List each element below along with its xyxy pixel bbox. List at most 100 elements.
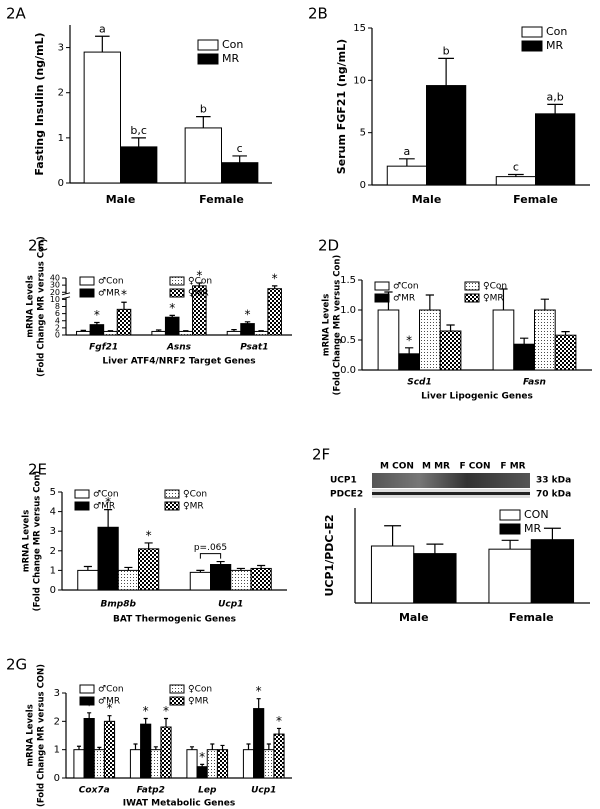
bar	[413, 553, 457, 604]
error-bar	[266, 743, 271, 750]
legend-label: ♂Con	[98, 685, 124, 695]
bar	[242, 749, 255, 779]
legend-swatch	[79, 276, 95, 286]
bar-annotation: b	[200, 103, 207, 116]
bar	[178, 330, 194, 336]
error-bar	[143, 717, 148, 725]
bar-annotation: c	[237, 142, 243, 155]
panel-label: 2B	[308, 5, 328, 23]
bar	[535, 113, 576, 186]
blot-band-ucp1	[372, 473, 530, 488]
legend-label: CON	[524, 508, 549, 521]
x-axis-label: BAT Thermogenic Genes	[113, 615, 236, 625]
legend-swatch	[164, 489, 180, 499]
bar	[83, 51, 121, 184]
bar	[386, 165, 428, 186]
error-bar	[121, 301, 127, 310]
western-blot: M CON M MR F CON F MR UCP1 PDCE2 33 kDa …	[330, 462, 571, 500]
legend-swatch	[79, 696, 95, 706]
error-bar	[561, 331, 570, 336]
panel-label: 2E	[28, 461, 47, 479]
legend-label: ♀MR	[188, 697, 209, 707]
y-tick-label: 2	[58, 88, 64, 99]
x-tick-label: Ucp1	[218, 600, 243, 610]
y-tick-label: 10	[50, 295, 60, 304]
x-tick-label: Fatp2	[137, 786, 165, 796]
legend-label: MR	[524, 522, 541, 535]
legend-swatch	[197, 53, 219, 65]
bar	[189, 571, 211, 591]
legend-label: ♀Con	[483, 282, 507, 292]
y-tick-label: 20	[50, 288, 60, 297]
y-tick-label: 2	[54, 716, 60, 727]
bar	[530, 539, 575, 604]
y-tick-label: 1	[50, 565, 56, 576]
bar-annotation: *	[105, 495, 111, 509]
x-tick-label: Cox7a	[79, 786, 110, 796]
bar	[186, 749, 198, 779]
bar	[117, 569, 139, 591]
bar-annotation: a	[404, 145, 411, 158]
bar	[273, 733, 285, 779]
bar	[267, 288, 282, 336]
y-tick-label: 2	[50, 546, 56, 557]
bar	[196, 766, 208, 779]
legend-swatch	[464, 281, 480, 291]
bar	[534, 309, 556, 371]
error-bar	[384, 525, 402, 546]
bar-annotation: *	[196, 268, 202, 282]
x-tick-label: Male	[399, 611, 429, 624]
legend-swatch	[464, 293, 480, 303]
error-bar	[131, 137, 146, 147]
lane-label: F MR	[500, 462, 525, 472]
legend-label: MR	[222, 52, 239, 65]
legend-label: ♀MR	[188, 289, 209, 299]
x-tick-label: Bmp8b	[101, 600, 137, 610]
bar	[253, 330, 269, 336]
error-bar	[196, 116, 211, 128]
bar	[488, 548, 532, 604]
x-tick-label: Female	[509, 611, 554, 624]
y-tick-label: 6	[55, 309, 60, 318]
panel-label: 2D	[318, 237, 339, 255]
x-tick-label: Asns	[166, 343, 192, 353]
bar	[151, 330, 166, 336]
lane-label: M MR	[422, 462, 450, 472]
bar	[221, 162, 259, 184]
y-tick-label: 0.5	[340, 335, 356, 346]
bar	[97, 526, 119, 591]
bar	[495, 176, 537, 186]
panel-label: 2G	[6, 656, 27, 674]
error-bar	[220, 744, 225, 750]
legend-label: ♀MR	[483, 294, 504, 304]
panel: 2B 0 5 10 15 Serum FGF21 (ng/mL) Male Female a c b…	[308, 5, 590, 206]
legend-label: ♂MR	[98, 697, 120, 707]
bar	[230, 569, 252, 591]
bar-annotation: *	[256, 684, 262, 698]
error-bar	[163, 717, 169, 727]
y-tick-label: 0	[55, 331, 60, 340]
legend-label: ♂MR	[93, 502, 115, 512]
bar-annotation: b,c	[130, 124, 147, 137]
error-bar	[210, 743, 215, 750]
legend-swatch	[79, 288, 95, 298]
axis-break	[62, 293, 70, 298]
error-bar	[520, 337, 529, 345]
legend-swatch	[374, 281, 390, 291]
y-axis-label: UCP1/PDC-E2	[323, 515, 336, 597]
legend-label: ♂Con	[93, 490, 119, 500]
legend-swatch	[169, 276, 185, 286]
y-axis-label: (Fold Change MR versus Con)	[37, 236, 47, 377]
bar-annotation: *	[276, 714, 282, 728]
y-tick-label: 4	[50, 507, 56, 518]
bar	[116, 308, 132, 336]
bar	[77, 569, 99, 591]
bar-annotation: *	[406, 333, 412, 347]
error-bar	[425, 294, 434, 310]
y-tick-label: 0.0	[340, 365, 356, 376]
error-bar	[499, 288, 508, 310]
legend-label: ♀MR	[183, 502, 204, 512]
error-bar	[547, 103, 563, 114]
legend-label: Con	[546, 25, 567, 38]
